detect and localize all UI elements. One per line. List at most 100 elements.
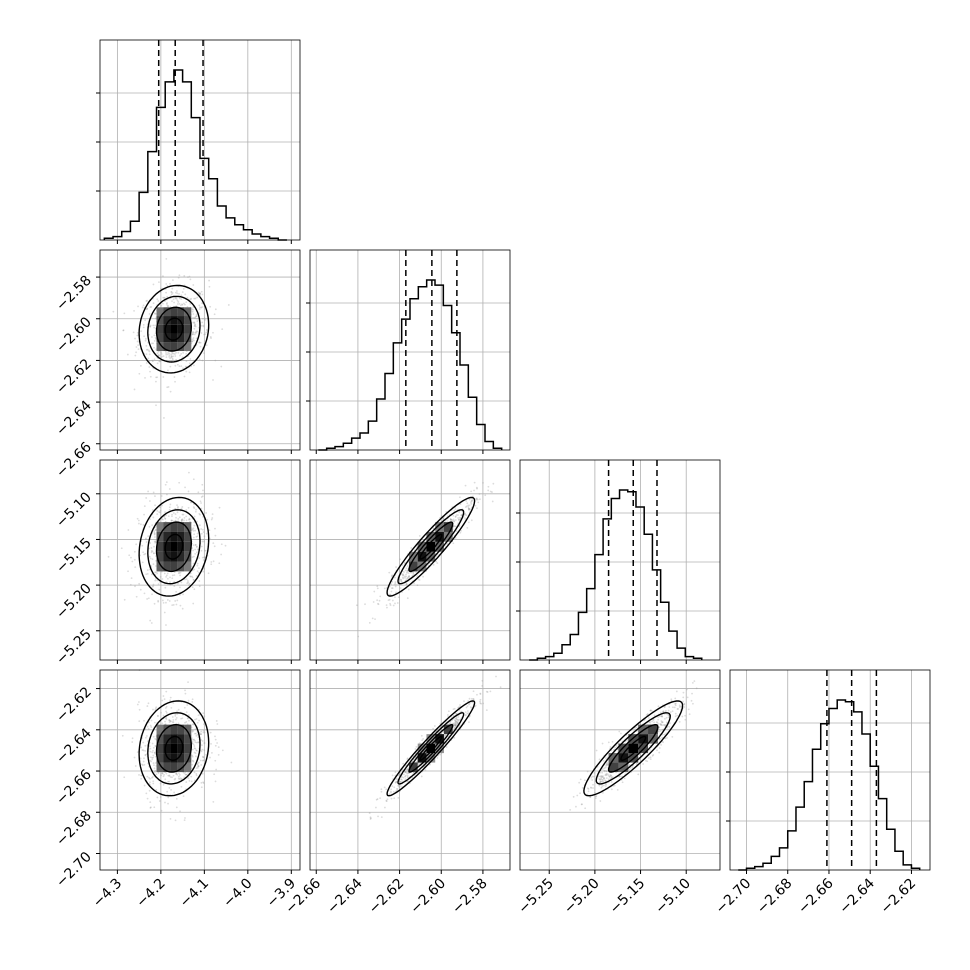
sample-point	[159, 796, 162, 798]
sample-point	[141, 764, 144, 767]
sample-point	[200, 750, 203, 753]
sample-point	[144, 339, 147, 342]
sample-point	[146, 307, 149, 310]
sample-point	[192, 506, 195, 508]
sample-point	[191, 729, 194, 732]
sample-point	[665, 721, 668, 724]
sample-point	[468, 721, 470, 724]
sample-point	[135, 595, 138, 598]
sample-point	[141, 561, 144, 564]
sample-point	[197, 761, 200, 764]
sample-point	[195, 741, 198, 744]
sample-point	[173, 574, 176, 577]
sample-point	[157, 600, 160, 603]
sample-point	[653, 714, 656, 717]
sample-point	[473, 489, 475, 492]
sample-point	[157, 599, 160, 602]
sample-point	[188, 275, 191, 278]
sample-point	[200, 502, 202, 504]
sample-point	[649, 756, 652, 759]
sample-point	[178, 302, 181, 305]
density-cell	[184, 522, 192, 532]
sample-point	[145, 353, 148, 356]
sample-point	[204, 318, 207, 321]
sample-point	[401, 564, 404, 566]
sample-point	[170, 519, 173, 522]
sample-point	[207, 572, 210, 575]
density-cell	[163, 316, 171, 325]
sample-point	[433, 725, 436, 727]
sample-point	[155, 317, 157, 320]
sample-point	[454, 515, 457, 518]
sample-point	[194, 741, 197, 744]
sample-point	[140, 777, 143, 780]
sample-point	[605, 783, 607, 786]
sample-point	[169, 365, 172, 368]
sample-point	[192, 478, 195, 481]
sample-point	[149, 542, 152, 544]
sample-point	[180, 294, 183, 297]
sample-point	[176, 710, 178, 713]
sample-point	[642, 763, 645, 765]
sample-point	[165, 601, 167, 604]
sample-point	[167, 386, 170, 388]
sample-point	[149, 806, 152, 809]
sample-point	[475, 498, 478, 501]
density-cell	[156, 734, 164, 744]
sample-point	[193, 568, 196, 571]
sample-point	[152, 563, 155, 565]
sample-point	[214, 759, 217, 762]
sample-point	[175, 806, 178, 809]
sample-point	[152, 749, 154, 752]
sample-point	[581, 787, 584, 789]
sample-point	[155, 376, 157, 379]
sample-point	[154, 707, 157, 710]
sample-point	[195, 313, 198, 316]
sample-point	[200, 764, 203, 766]
sample-point	[200, 744, 203, 747]
sample-point	[197, 741, 200, 744]
sample-point	[159, 575, 162, 578]
sample-point	[192, 549, 195, 552]
sample-point	[394, 581, 397, 583]
sample-point	[191, 748, 194, 751]
sample-point	[605, 757, 607, 760]
sample-point	[432, 527, 435, 530]
sample-point	[156, 376, 159, 379]
sample-point	[390, 797, 393, 800]
x-tick-label: −4.0	[220, 876, 255, 911]
sample-point	[174, 291, 177, 294]
sample-point	[604, 769, 606, 772]
sample-point	[171, 577, 174, 580]
sample-point	[475, 497, 478, 500]
sample-point	[597, 775, 600, 778]
sample-point	[479, 498, 481, 501]
sample-point	[181, 291, 184, 293]
sample-point	[154, 336, 157, 339]
sample-point	[194, 297, 197, 300]
sample-point	[146, 775, 149, 778]
sample-point	[383, 587, 386, 590]
sample-point	[164, 586, 167, 589]
sample-point	[214, 534, 217, 537]
sample-point	[134, 337, 136, 340]
sample-point	[152, 342, 155, 345]
sample-point	[177, 722, 180, 725]
sample-point	[649, 709, 652, 712]
sample-point	[449, 518, 452, 521]
sample-point	[402, 574, 404, 577]
sample-point	[193, 325, 196, 328]
sample-point	[645, 714, 648, 716]
sample-point	[664, 717, 666, 720]
sample-point	[468, 508, 471, 511]
sample-point	[158, 281, 160, 284]
sample-point	[444, 519, 447, 522]
sample-point	[146, 705, 149, 707]
sample-point	[660, 711, 662, 714]
sample-point	[176, 303, 179, 305]
sample-point	[191, 698, 194, 701]
sample-point	[161, 772, 164, 775]
sample-point	[575, 805, 577, 808]
sample-point	[202, 782, 205, 784]
sample-point	[166, 572, 169, 575]
